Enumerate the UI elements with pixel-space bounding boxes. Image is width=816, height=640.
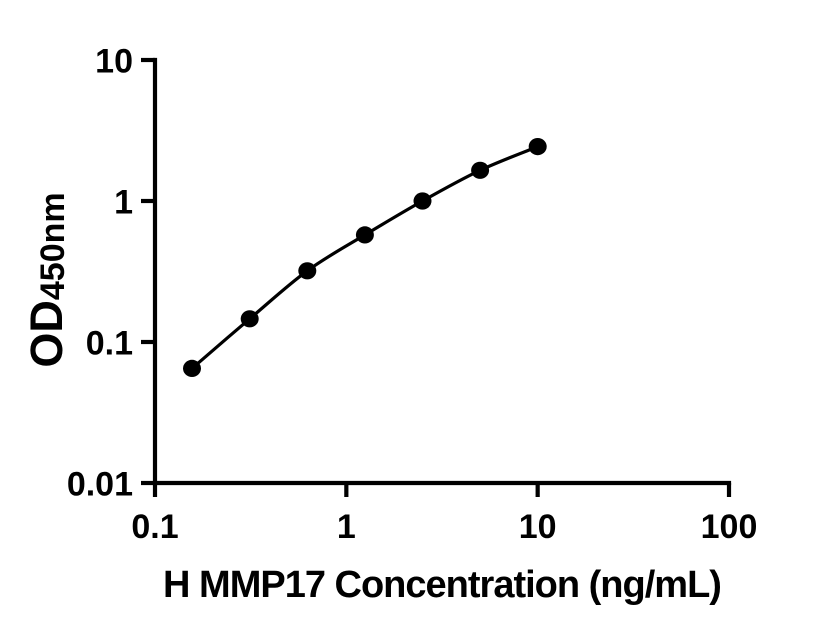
data-point bbox=[183, 359, 201, 377]
x-axis-title: H MMP17 Concentration (ng/mL) bbox=[163, 564, 721, 606]
y-axis-title-subscript: 450nm bbox=[34, 192, 72, 300]
standard-curve-line bbox=[190, 145, 540, 370]
axis-tick-labels: 0.1 1 10 100 0.01 0.1 1 10 bbox=[67, 43, 758, 547]
x-tick-label: 1 bbox=[337, 508, 356, 546]
y-tick-label: 10 bbox=[95, 43, 133, 81]
data-point bbox=[413, 192, 432, 210]
x-tick-label: 10 bbox=[519, 508, 557, 546]
axis-ticks bbox=[141, 57, 732, 497]
y-axis-title-main: OD bbox=[21, 300, 72, 368]
y-tick-label: 0.1 bbox=[86, 325, 133, 363]
y-axis-title: OD450nm bbox=[21, 192, 72, 367]
x-tick-label: 0.1 bbox=[131, 508, 178, 546]
data-point bbox=[471, 161, 490, 179]
y-tick-label: 1 bbox=[114, 184, 133, 222]
data-series bbox=[183, 138, 547, 377]
data-point bbox=[355, 226, 374, 244]
data-point bbox=[298, 262, 317, 280]
data-point bbox=[240, 310, 259, 328]
data-point bbox=[528, 138, 547, 156]
x-tick-label: 100 bbox=[701, 508, 758, 546]
y-tick-label: 0.01 bbox=[67, 466, 133, 504]
axes bbox=[152, 57, 732, 486]
